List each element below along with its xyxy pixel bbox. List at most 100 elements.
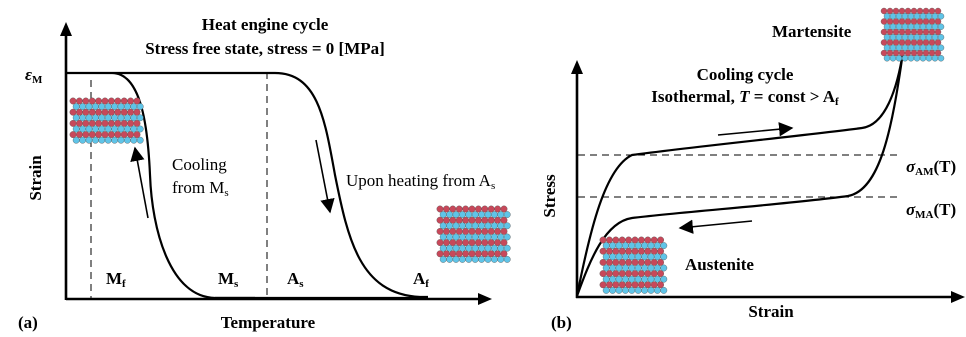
panel-a-x-arrowhead xyxy=(478,293,492,305)
lattice-atom xyxy=(931,44,939,51)
lattice-atom xyxy=(120,131,128,139)
lattice-atom xyxy=(889,55,897,62)
lattice-atom xyxy=(916,18,924,25)
lattice-atom xyxy=(104,103,112,111)
lattice-atom xyxy=(931,55,939,62)
lattice-atom xyxy=(919,55,927,62)
lattice-atom xyxy=(88,108,96,116)
lattice-atom xyxy=(120,108,128,116)
lattice-atom xyxy=(650,247,658,255)
lattice-atom xyxy=(625,247,632,255)
lattice-atom xyxy=(657,270,664,277)
lattice-atom xyxy=(606,247,613,255)
mf-label: Mf xyxy=(106,269,126,290)
lattice-atom xyxy=(95,97,103,105)
lattice-atom xyxy=(657,236,664,244)
lattice-atom xyxy=(497,244,505,252)
lattice-atom xyxy=(452,244,460,252)
lattice-atom xyxy=(634,242,642,250)
lattice-atom xyxy=(602,253,610,261)
lattice-atom xyxy=(883,55,891,62)
lattice-atom xyxy=(895,44,903,51)
lattice-atom xyxy=(124,103,131,111)
lattice-atom xyxy=(622,264,629,272)
lattice-atom xyxy=(452,255,460,263)
lattice-atom xyxy=(928,39,936,46)
lattice-atom xyxy=(494,216,501,224)
lattice-atom xyxy=(446,255,453,263)
lattice-atom xyxy=(622,286,629,294)
lattice-atom xyxy=(465,244,473,252)
lattice-atom xyxy=(631,258,639,266)
lattice-atom xyxy=(898,49,906,57)
lattice-atom xyxy=(898,7,906,15)
lattice-atom xyxy=(901,34,909,41)
lattice-atom xyxy=(631,270,639,277)
lattice-atom xyxy=(886,18,894,25)
lattice-atom xyxy=(449,227,457,235)
lattice-atom xyxy=(92,103,99,111)
lattice-atom xyxy=(72,103,80,111)
lattice-atom xyxy=(79,114,87,122)
lattice-atom xyxy=(910,49,918,57)
lattice-atom xyxy=(907,23,915,30)
panel-b-y-arrowhead xyxy=(571,60,583,74)
lattice-atom xyxy=(634,275,642,283)
lattice-atom xyxy=(490,244,498,252)
lattice-atom xyxy=(95,108,103,116)
lattice-atom xyxy=(85,103,93,111)
lattice-atom xyxy=(904,39,912,46)
lattice-atom xyxy=(618,247,626,255)
lattice-atom xyxy=(898,39,906,46)
lattice-atom xyxy=(446,222,453,230)
epsilon-m-label: εM xyxy=(25,65,43,86)
lattice-atom xyxy=(490,233,498,241)
lattice-atom xyxy=(458,211,466,219)
lattice-atom xyxy=(69,108,77,116)
lattice-atom xyxy=(494,250,501,258)
cooling-text-line1: Cooling xyxy=(172,155,227,174)
lattice-atom xyxy=(108,120,115,127)
lattice-atom xyxy=(130,136,138,144)
lattice-atom xyxy=(462,239,469,247)
lattice-atom xyxy=(487,205,495,213)
lattice-atom xyxy=(934,39,942,46)
lattice-atom xyxy=(439,233,447,241)
lattice-atom xyxy=(79,103,87,111)
lattice-atom xyxy=(127,97,135,105)
lattice-atom xyxy=(69,120,77,127)
lattice-atom xyxy=(500,239,508,247)
lattice-atom xyxy=(638,247,645,255)
lattice-atom xyxy=(901,44,909,51)
lattice-atom xyxy=(657,247,664,255)
sigma-ma-label: σMA(T) xyxy=(906,200,956,221)
lattice-atom xyxy=(136,125,144,133)
lattice-atom xyxy=(913,23,921,30)
lattice-atom xyxy=(618,236,626,244)
lattice-atom xyxy=(111,136,119,144)
lattice-atom xyxy=(471,255,479,263)
lattice-atom xyxy=(484,244,492,252)
lattice-atom xyxy=(612,236,620,244)
lattice-atom xyxy=(644,236,652,244)
lattice-atom xyxy=(599,281,607,289)
martensite-label: Martensite xyxy=(772,22,852,41)
lattice-atom xyxy=(127,120,135,127)
lattice-atom xyxy=(886,28,894,36)
panel-a-cycle-curve xyxy=(66,71,428,300)
lattice-atom xyxy=(114,131,122,139)
lattice-atom xyxy=(907,44,915,51)
lattice-atom xyxy=(916,7,924,15)
lattice-atom xyxy=(654,275,661,283)
lattice-atom xyxy=(85,114,93,122)
lattice-atom xyxy=(925,44,933,51)
lattice-atom xyxy=(657,258,664,266)
lattice-atom xyxy=(606,281,613,289)
lattice-atom xyxy=(481,205,489,213)
lattice-atom xyxy=(889,44,897,51)
lattice-atom xyxy=(474,227,482,235)
lattice-atom xyxy=(76,108,83,116)
lattice-atom xyxy=(471,211,479,219)
lattice-atom xyxy=(931,23,939,30)
lattice-atom xyxy=(880,49,888,57)
